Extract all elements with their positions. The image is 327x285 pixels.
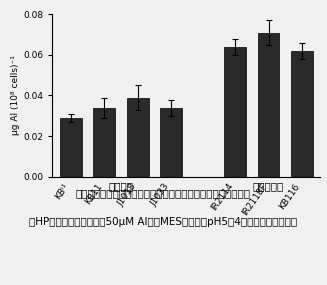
Text: 耗性菌株: 耗性菌株: [109, 181, 133, 191]
Bar: [224, 47, 246, 177]
Bar: [127, 97, 149, 177]
Bar: [161, 108, 182, 177]
Text: 図２　アルミニウム耗性および感受性菌株のアルミニウム吸収: 図２ アルミニウム耗性および感受性菌株のアルミニウム吸収: [76, 188, 251, 198]
Text: （HPで５日間前培養後に50μM Al含有MES緩衡液（pH5．4）で４８時間処理）: （HPで５日間前培養後に50μM Al含有MES緩衡液（pH5．4）で４８時間処…: [29, 217, 298, 227]
Y-axis label: μg Al (10⁸ cells)⁻¹: μg Al (10⁸ cells)⁻¹: [11, 56, 20, 135]
Bar: [94, 108, 115, 177]
Bar: [60, 118, 82, 177]
Bar: [258, 32, 279, 177]
Bar: [291, 51, 313, 177]
Text: 感受性菌株: 感受性菌株: [253, 181, 284, 191]
